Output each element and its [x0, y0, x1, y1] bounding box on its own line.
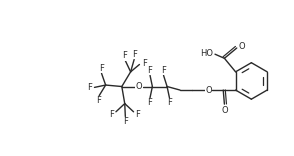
Text: F: F [142, 58, 147, 68]
Text: F: F [147, 98, 152, 107]
Text: F: F [122, 51, 127, 60]
Text: F: F [168, 98, 173, 107]
Text: HO: HO [200, 49, 213, 58]
Text: O: O [238, 42, 245, 51]
Text: F: F [96, 96, 101, 105]
Text: F: F [109, 110, 114, 119]
Text: F: F [161, 66, 166, 75]
Text: F: F [123, 117, 128, 126]
Text: F: F [99, 63, 104, 73]
Text: F: F [132, 50, 137, 59]
Text: F: F [135, 110, 140, 119]
Text: O: O [205, 85, 212, 95]
Text: F: F [147, 66, 152, 75]
Text: O: O [221, 106, 228, 115]
Text: O: O [136, 82, 142, 91]
Text: F: F [87, 83, 92, 93]
